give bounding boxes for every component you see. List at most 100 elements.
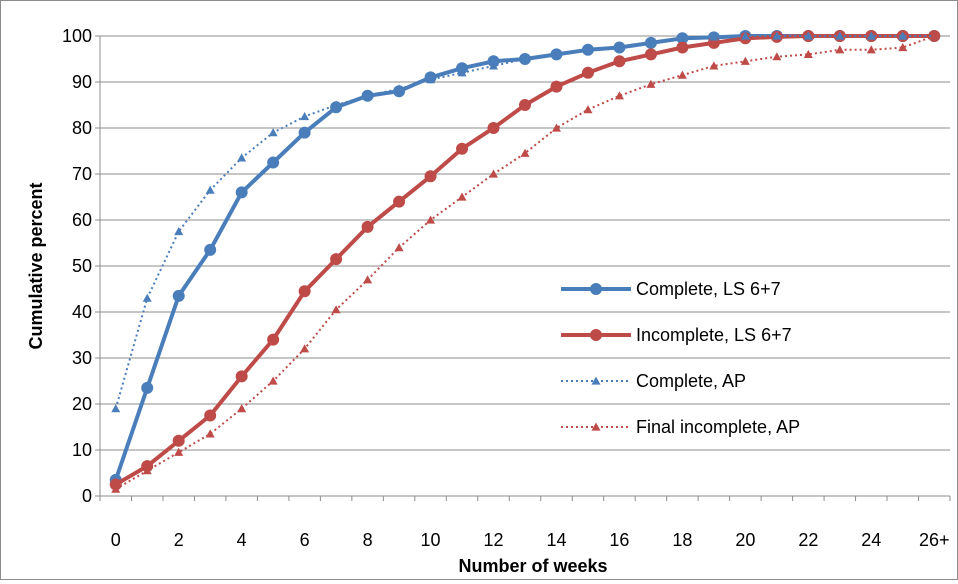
- data-point: [330, 253, 343, 266]
- data-point: [644, 48, 657, 61]
- legend-marker: [590, 329, 602, 341]
- data-point: [174, 227, 184, 236]
- data-point: [740, 56, 750, 65]
- data-point: [614, 43, 624, 52]
- y-tick-label: 90: [72, 72, 92, 92]
- data-point: [803, 31, 813, 40]
- data-point: [646, 79, 656, 88]
- data-point: [866, 31, 876, 40]
- legend-marker: [590, 283, 602, 295]
- data-point: [204, 409, 217, 422]
- data-point: [551, 123, 561, 132]
- data-point: [111, 484, 121, 493]
- x-tick-label: 2: [174, 530, 184, 550]
- data-point: [835, 45, 845, 54]
- series-line: [114, 35, 935, 409]
- data-point: [583, 45, 593, 54]
- data-point: [174, 447, 184, 456]
- data-point: [267, 156, 280, 169]
- x-tick-label: 24: [861, 530, 881, 550]
- y-tick-label: 30: [72, 348, 92, 368]
- data-point: [298, 285, 311, 298]
- data-point: [581, 66, 594, 79]
- y-tick-label: 0: [82, 486, 92, 506]
- data-point: [772, 52, 782, 61]
- data-point: [142, 466, 152, 475]
- data-point: [520, 54, 530, 63]
- series-4: [111, 31, 939, 493]
- data-point: [237, 153, 247, 162]
- y-tick-label: 60: [72, 210, 92, 230]
- data-point: [583, 105, 593, 114]
- data-point: [172, 289, 185, 302]
- x-tick-label: 14: [546, 530, 566, 550]
- data-point: [394, 243, 404, 252]
- x-tick-label: 10: [421, 530, 441, 550]
- x-tick-label: 8: [363, 530, 373, 550]
- data-point: [677, 70, 687, 79]
- data-point: [646, 38, 656, 47]
- data-point: [394, 84, 404, 93]
- data-point: [866, 45, 876, 54]
- series-2: [109, 30, 941, 491]
- data-point: [614, 91, 624, 100]
- y-tick-label: 40: [72, 302, 92, 322]
- x-tick-label: 22: [798, 530, 818, 550]
- x-tick-label: 12: [484, 530, 504, 550]
- data-point: [142, 293, 152, 302]
- y-tick-label: 80: [72, 118, 92, 138]
- x-tick-label: 0: [111, 530, 121, 550]
- data-point: [268, 376, 278, 385]
- y-tick-label: 20: [72, 394, 92, 414]
- data-point: [487, 122, 500, 134]
- legend-item-2: Incomplete, LS 6+7: [561, 325, 792, 345]
- data-point: [613, 55, 626, 68]
- data-point: [424, 170, 437, 183]
- y-tick-label: 10: [72, 440, 92, 460]
- data-point: [457, 68, 467, 77]
- data-point: [519, 99, 531, 111]
- x-tick-label: 20: [735, 530, 755, 550]
- legend-label: Complete, LS 6+7: [636, 279, 781, 299]
- x-tick-label: 18: [672, 530, 692, 550]
- series: [109, 30, 941, 493]
- legend-marker: [591, 376, 601, 385]
- x-tick-label: 6: [300, 530, 310, 550]
- x-axis-title: Number of weeks: [458, 556, 607, 576]
- data-point: [204, 243, 217, 256]
- data-point: [740, 31, 750, 40]
- data-point: [363, 91, 373, 100]
- data-point: [426, 75, 436, 84]
- y-tick-label: 70: [72, 164, 92, 184]
- data-point: [268, 128, 278, 137]
- data-point: [898, 43, 908, 52]
- data-point: [677, 33, 687, 42]
- y-tick-label: 100: [62, 26, 92, 46]
- data-point: [237, 404, 247, 413]
- data-point: [709, 32, 719, 41]
- data-point: [457, 192, 467, 201]
- legend-label: Final incomplete, AP: [636, 417, 800, 437]
- data-point: [456, 142, 469, 155]
- legend-item-3: Complete, AP: [561, 371, 746, 391]
- data-point: [141, 381, 154, 394]
- data-point: [331, 100, 341, 109]
- data-point: [520, 148, 530, 157]
- data-point: [205, 185, 215, 194]
- data-point: [772, 31, 782, 40]
- data-point: [898, 31, 908, 40]
- series-3: [111, 31, 939, 413]
- legend-item-4: Final incomplete, AP: [561, 417, 800, 437]
- legend-label: Complete, AP: [636, 371, 746, 391]
- data-point: [489, 169, 499, 178]
- data-point: [331, 305, 341, 314]
- x-tick-label: 26+: [919, 530, 950, 550]
- legend-item-1: Complete, LS 6+7: [561, 279, 781, 299]
- data-point: [172, 434, 185, 447]
- legend-marker: [591, 422, 601, 431]
- data-point: [803, 49, 813, 58]
- data-point: [235, 370, 248, 383]
- data-point: [363, 275, 373, 284]
